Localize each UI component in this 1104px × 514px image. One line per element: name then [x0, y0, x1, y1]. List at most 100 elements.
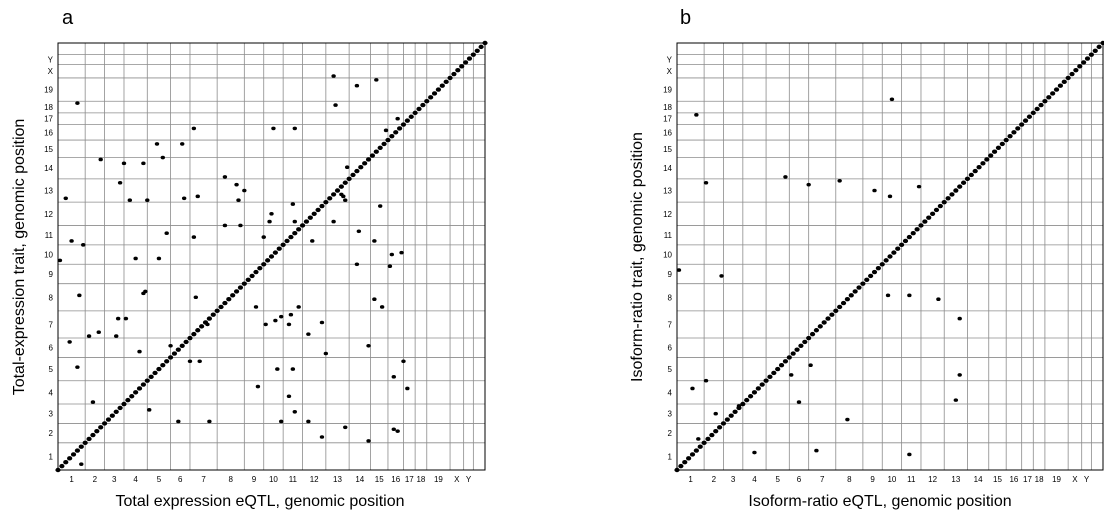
cis-point — [763, 378, 769, 383]
cis-point — [767, 374, 773, 380]
cis-point — [682, 460, 688, 465]
y-tick-label: 5 — [49, 365, 54, 374]
cis-point — [1015, 126, 1021, 131]
cis-point — [459, 64, 465, 69]
trans-point — [96, 330, 101, 334]
cis-point — [1011, 130, 1017, 135]
trans-point — [814, 448, 819, 453]
cis-point — [980, 161, 986, 166]
trans-point — [255, 384, 261, 389]
x-tick-label: 8 — [847, 475, 852, 484]
trans-point — [713, 411, 718, 416]
y-tick-label: 1 — [49, 452, 54, 461]
cis-point — [82, 440, 88, 446]
cis-point — [713, 428, 719, 434]
cis-point — [389, 133, 395, 139]
cis-point — [953, 188, 959, 193]
cis-point — [732, 409, 738, 414]
trans-point — [269, 212, 274, 216]
cis-point — [113, 409, 119, 414]
cis-point — [821, 320, 827, 325]
cis-point — [887, 254, 893, 259]
trans-point — [752, 450, 757, 455]
cis-point — [848, 293, 854, 298]
cis-point — [280, 242, 286, 248]
cis-point — [226, 297, 232, 302]
trans-point — [141, 161, 146, 166]
trans-point — [323, 351, 329, 356]
trans-point — [121, 161, 127, 166]
y-tick-label: 14 — [44, 164, 53, 173]
cis-point — [191, 331, 197, 337]
trans-point — [98, 157, 103, 162]
trans-point — [957, 316, 962, 321]
x-tick-label: X — [1072, 475, 1078, 484]
cis-point — [991, 149, 998, 154]
trans-point — [191, 126, 197, 131]
x-tick-label: X — [454, 475, 460, 484]
cis-point — [906, 234, 912, 240]
panel-a-frame — [57, 42, 486, 471]
cis-point — [864, 277, 870, 282]
cis-point — [70, 452, 77, 457]
x-tick-label: 3 — [731, 475, 736, 484]
trans-point — [137, 349, 142, 354]
trans-point — [290, 367, 296, 371]
cis-point — [740, 401, 746, 407]
cis-point — [1088, 52, 1094, 57]
x-tick-label: 16 — [1009, 475, 1018, 484]
cis-point — [98, 425, 104, 430]
y-tick-label: 4 — [668, 388, 673, 397]
y-tick-label: 17 — [663, 115, 672, 124]
cis-point — [693, 448, 699, 453]
y-tick-label: Y — [667, 55, 673, 64]
cis-point — [1022, 118, 1029, 123]
cis-point — [206, 316, 212, 321]
trans-point — [405, 386, 410, 391]
y-tick-label: 2 — [668, 429, 673, 438]
cis-point — [241, 281, 247, 286]
panel-b-y-axis-title: Isoform-ratio trait, genomic position — [629, 132, 646, 382]
cis-point — [883, 258, 889, 263]
cis-point — [327, 196, 333, 201]
cis-point — [393, 130, 399, 135]
cis-point — [272, 250, 278, 255]
trans-point — [389, 252, 395, 257]
cis-point — [964, 176, 971, 182]
trans-point — [372, 239, 377, 243]
cis-point — [930, 211, 936, 216]
trans-point — [114, 334, 119, 338]
cis-point — [868, 273, 874, 279]
cis-point — [303, 219, 310, 224]
cis-point — [840, 300, 847, 306]
cis-point — [268, 254, 275, 259]
cis-point — [214, 308, 220, 314]
cis-point — [230, 293, 236, 298]
cis-point — [136, 386, 143, 391]
x-tick-label: 1 — [688, 475, 693, 484]
x-tick-label: 17 — [1023, 475, 1032, 484]
trans-point — [343, 198, 348, 203]
trans-point — [354, 83, 360, 88]
cis-point — [813, 328, 820, 333]
trans-point — [306, 419, 311, 424]
cis-point — [292, 231, 298, 236]
trans-point — [703, 378, 709, 383]
cis-point — [875, 265, 881, 271]
y-tick-label: 2 — [49, 429, 54, 438]
cis-point — [751, 390, 758, 395]
trans-point — [377, 204, 383, 208]
x-tick-label: 9 — [252, 475, 257, 484]
cis-point — [331, 192, 337, 197]
trans-point — [176, 419, 181, 424]
cis-point — [101, 421, 108, 426]
cis-point — [918, 223, 924, 228]
cis-point — [478, 44, 484, 50]
cis-point — [1053, 87, 1060, 92]
cis-point — [755, 386, 761, 391]
y-tick-label: 15 — [663, 145, 672, 154]
cis-point — [860, 281, 866, 286]
cis-point — [833, 308, 839, 314]
cis-point — [171, 351, 178, 356]
